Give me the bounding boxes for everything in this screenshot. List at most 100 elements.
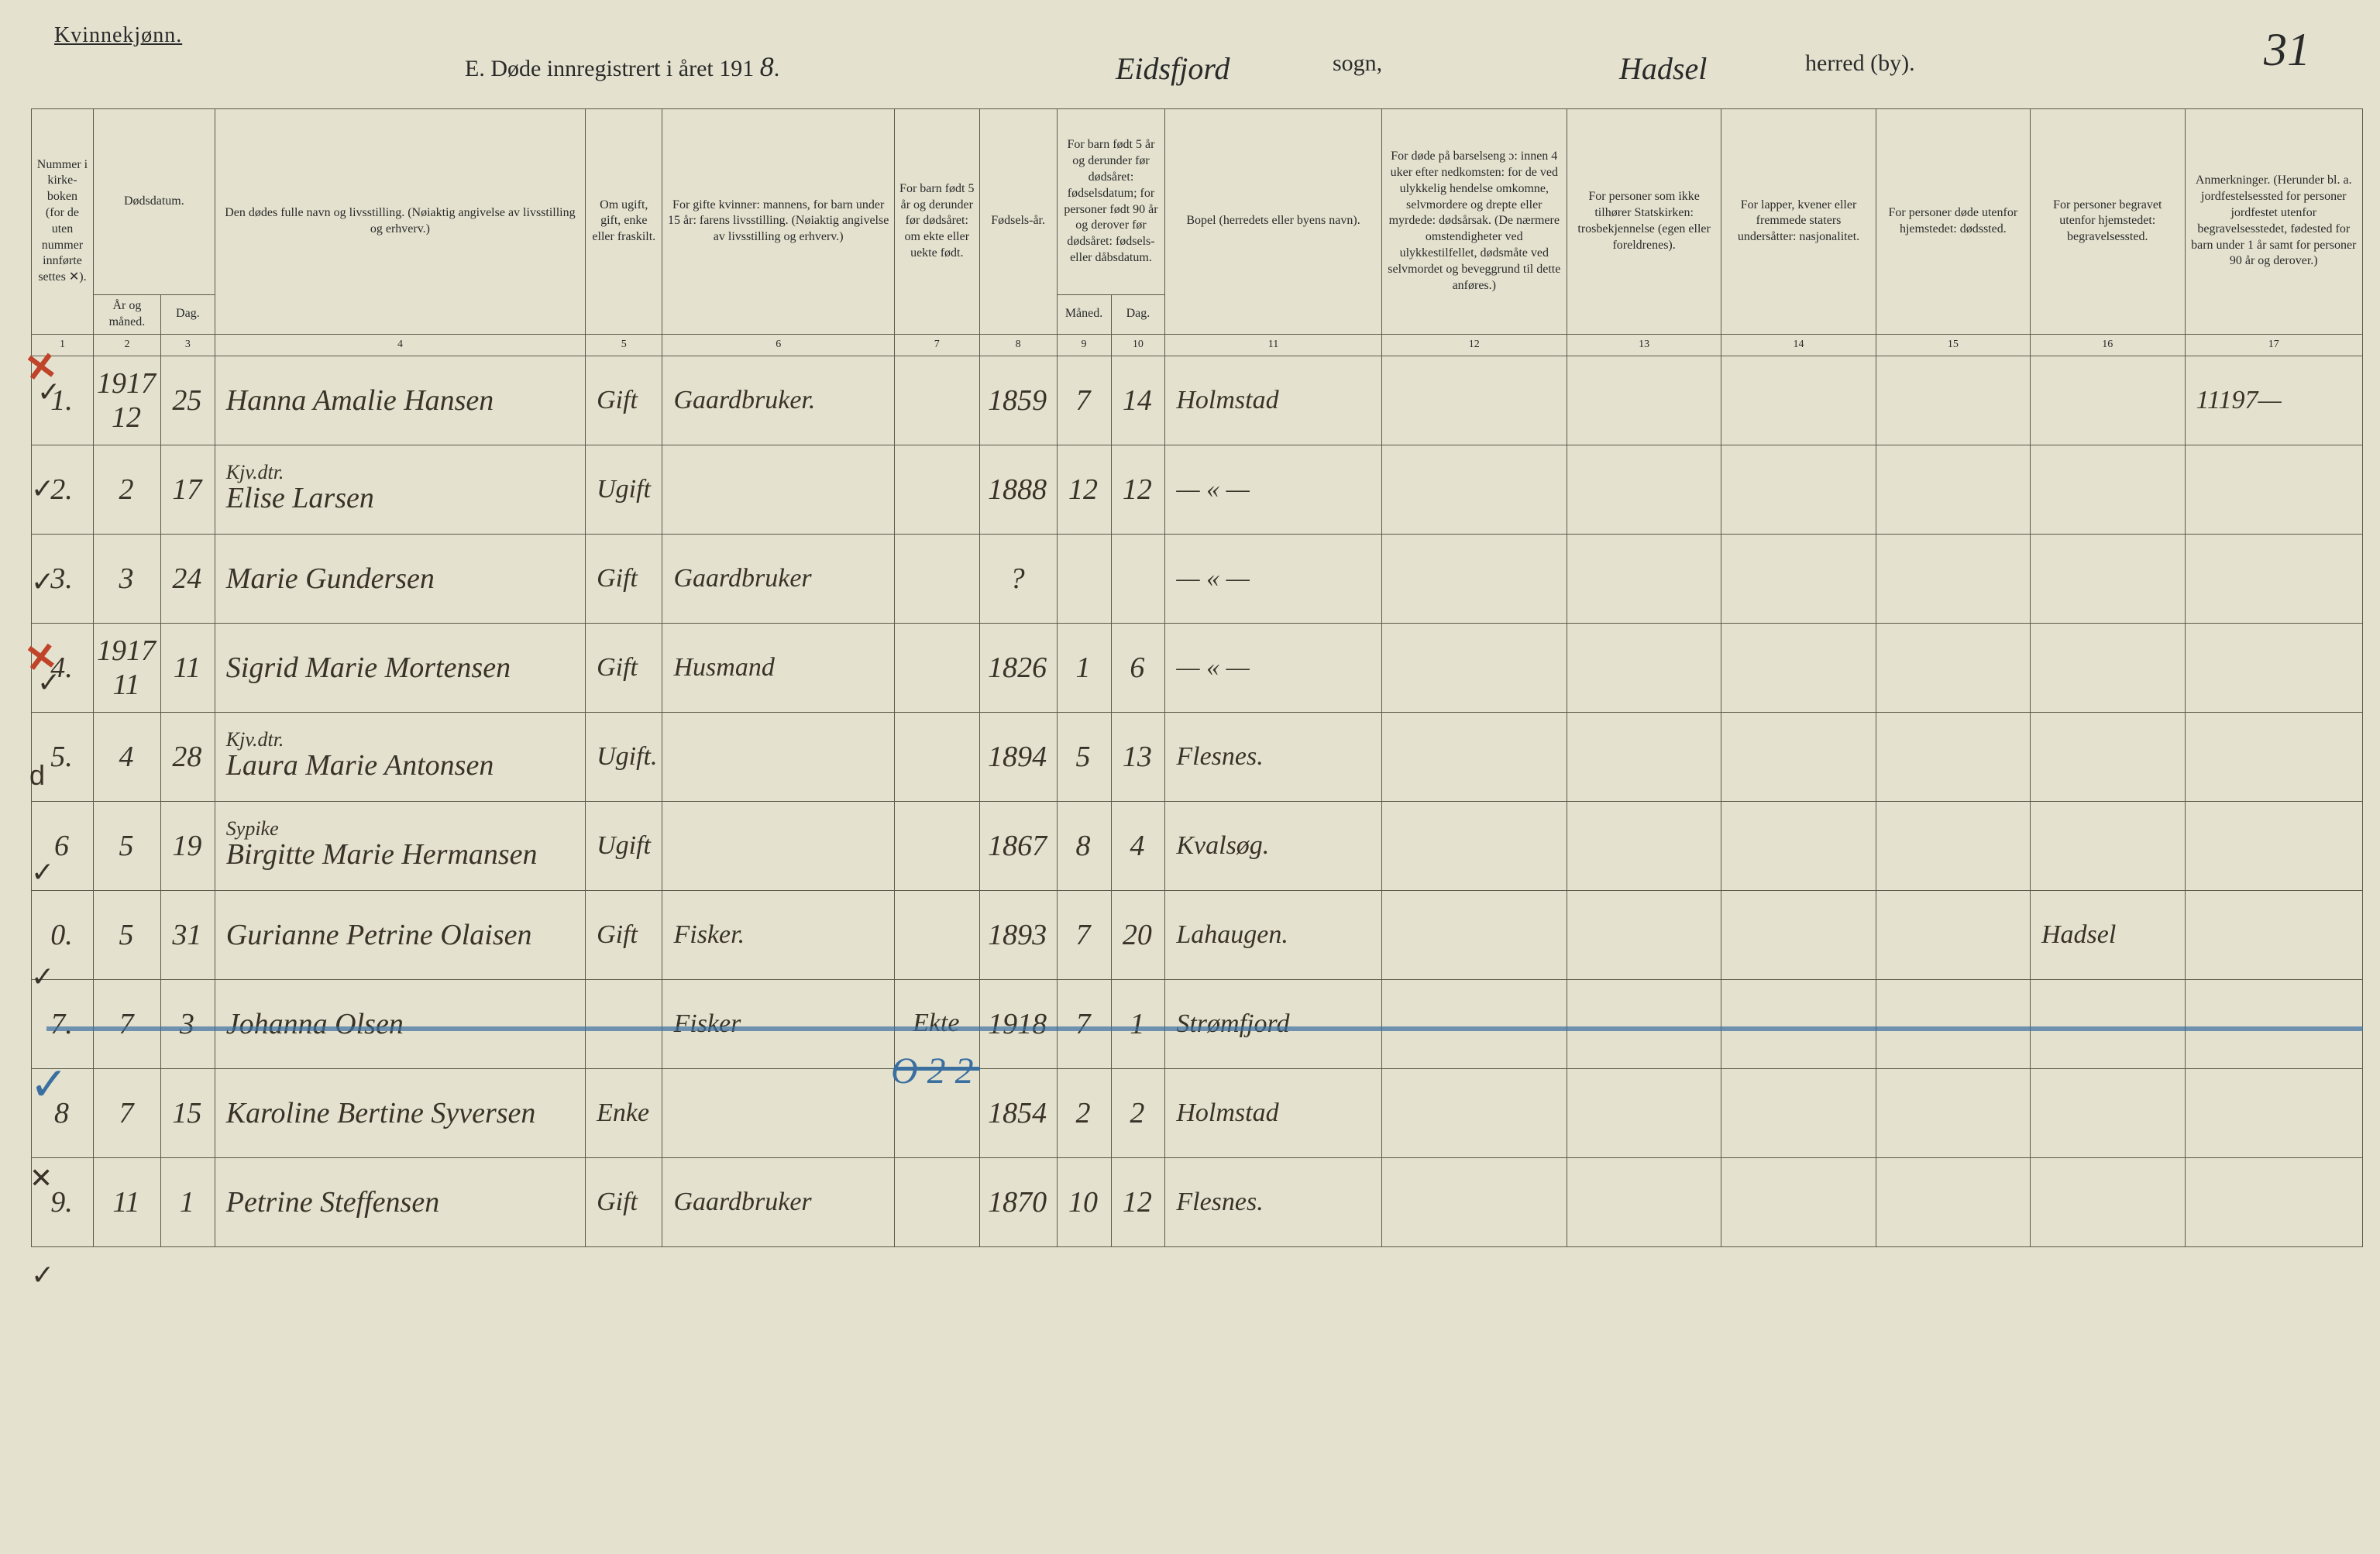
tick-mark: d bbox=[29, 759, 45, 792]
table-row: 6519SypikeBirgitte Marie HermansenUgift1… bbox=[32, 801, 2363, 890]
ledger-table: Nummer i kirke-boken (for de uten nummer… bbox=[31, 108, 2363, 1247]
cell: 5 bbox=[1057, 712, 1111, 801]
hdr-fodselsar: Fødsels-år. bbox=[979, 109, 1057, 335]
cell bbox=[2185, 1157, 2363, 1246]
cell bbox=[1876, 979, 2030, 1068]
tick-mark: ✓ bbox=[31, 856, 54, 889]
cell: 31 bbox=[160, 890, 215, 979]
cell: Ugift bbox=[586, 801, 662, 890]
table-row: 7.73Johanna OlsenFiskerEkte191871Strømfj… bbox=[32, 979, 2363, 1068]
cell: 3 bbox=[160, 979, 215, 1068]
cell: Johanna Olsen bbox=[215, 979, 585, 1068]
cell bbox=[2031, 979, 2186, 1068]
cell bbox=[1567, 801, 1721, 890]
cell: Gift bbox=[586, 534, 662, 623]
cell bbox=[662, 445, 894, 534]
cell: Gaardbruker. bbox=[662, 356, 894, 445]
cell: 28 bbox=[160, 712, 215, 801]
cell bbox=[1876, 534, 2030, 623]
colnum: 8 bbox=[979, 334, 1057, 356]
cell: Flesnes. bbox=[1165, 712, 1381, 801]
cell: Husmand bbox=[662, 623, 894, 712]
table-row: 9.111Petrine SteffensenGiftGaardbruker18… bbox=[32, 1157, 2363, 1246]
cell: Fisker bbox=[662, 979, 894, 1068]
cell: 20 bbox=[1111, 890, 1165, 979]
cell bbox=[1876, 1157, 2030, 1246]
cell bbox=[1381, 801, 1567, 890]
colnum: 12 bbox=[1381, 334, 1567, 356]
column-number-row: 1 2 3 4 5 6 7 8 9 10 11 12 13 14 15 16 1… bbox=[32, 334, 2363, 356]
hdr-statskirke: For personer som ikke tilhører Statskirk… bbox=[1567, 109, 1721, 335]
cell bbox=[1567, 534, 1721, 623]
cell bbox=[2031, 356, 2186, 445]
colnum: 2 bbox=[93, 334, 160, 356]
cell: 7 bbox=[93, 979, 160, 1068]
cell bbox=[2031, 534, 2186, 623]
hdr-barn5: For barn født 5 år og derunder før dødså… bbox=[894, 109, 979, 335]
cell bbox=[1721, 1068, 1876, 1157]
cell: 11197— bbox=[2185, 356, 2363, 445]
cell: Ugift. bbox=[586, 712, 662, 801]
cell: Sigrid Marie Mortensen bbox=[215, 623, 585, 712]
cell: 12 bbox=[1057, 445, 1111, 534]
cell: Holmstad bbox=[1165, 1068, 1381, 1157]
cell bbox=[1567, 1157, 1721, 1246]
cell: 24 bbox=[160, 534, 215, 623]
hdr-gifte: For gifte kvinner: mannens, for barn und… bbox=[662, 109, 894, 335]
cell bbox=[1567, 445, 1721, 534]
cell bbox=[662, 712, 894, 801]
cell: Ugift bbox=[586, 445, 662, 534]
cell: 2 bbox=[1111, 1068, 1165, 1157]
cell bbox=[2031, 1157, 2186, 1246]
hdr-fodselsdatum: For barn født 5 år og derunder før dødså… bbox=[1057, 109, 1165, 295]
cell bbox=[586, 979, 662, 1068]
cell: 1 bbox=[160, 1157, 215, 1246]
colnum: 6 bbox=[662, 334, 894, 356]
tick-mark: ✓ bbox=[31, 1259, 54, 1291]
cell: Kjv.dtr.Elise Larsen bbox=[215, 445, 585, 534]
table-row: 1.19171225Hanna Amalie HansenGiftGaardbr… bbox=[32, 356, 2363, 445]
cell bbox=[894, 890, 979, 979]
table-header: Nummer i kirke-boken (for de uten nummer… bbox=[32, 109, 2363, 356]
cell bbox=[894, 356, 979, 445]
cell: 1867 bbox=[979, 801, 1057, 890]
cell: — « — bbox=[1165, 534, 1381, 623]
cell: 1918 bbox=[979, 979, 1057, 1068]
cell bbox=[1381, 712, 1567, 801]
title-prefix: E. Døde innregistrert i året 191 bbox=[465, 56, 754, 81]
cell: 7 bbox=[93, 1068, 160, 1157]
hdr-dodsdatum: Dødsdatum. bbox=[93, 109, 215, 295]
cell: Flesnes. bbox=[1165, 1157, 1381, 1246]
cell bbox=[1876, 445, 2030, 534]
page-number: 31 bbox=[2264, 23, 2310, 77]
hdr-dodssted: For personer døde utenfor hjemstedet: dø… bbox=[1876, 109, 2030, 335]
cell bbox=[2185, 712, 2363, 801]
cell: 2 bbox=[93, 445, 160, 534]
cell bbox=[894, 712, 979, 801]
cell bbox=[2031, 712, 2186, 801]
table-row: 2.217Kjv.dtr.Elise LarsenUgift18881212— … bbox=[32, 445, 2363, 534]
table-row: 3.324Marie GundersenGiftGaardbruker?— « … bbox=[32, 534, 2363, 623]
cell bbox=[1876, 623, 2030, 712]
table-body: 1.19171225Hanna Amalie HansenGiftGaardbr… bbox=[32, 356, 2363, 1246]
cell: 191711 bbox=[93, 623, 160, 712]
cell: 7 bbox=[1057, 890, 1111, 979]
year-handwritten: 8 bbox=[760, 51, 774, 82]
cell: 3 bbox=[93, 534, 160, 623]
colnum: 16 bbox=[2031, 334, 2186, 356]
cell: SypikeBirgitte Marie Hermansen bbox=[215, 801, 585, 890]
cell: 15 bbox=[160, 1068, 215, 1157]
cell: 11 bbox=[160, 623, 215, 712]
cell: 11 bbox=[93, 1157, 160, 1246]
cell bbox=[1876, 356, 2030, 445]
hdr-ar-mnd: År og måned. bbox=[93, 295, 160, 335]
title-main: E. Døde innregistrert i året 191 8. bbox=[465, 50, 779, 83]
colnum: 13 bbox=[1567, 334, 1721, 356]
herred-label: herred (by). bbox=[1805, 50, 1915, 77]
cell: 1894 bbox=[979, 712, 1057, 801]
cell bbox=[1876, 1068, 2030, 1157]
ledger-page: Kvinnekjønn. E. Døde innregistrert i åre… bbox=[15, 15, 2365, 1539]
cell bbox=[2031, 1068, 2186, 1157]
cell bbox=[1567, 890, 1721, 979]
cell: Fisker. bbox=[662, 890, 894, 979]
